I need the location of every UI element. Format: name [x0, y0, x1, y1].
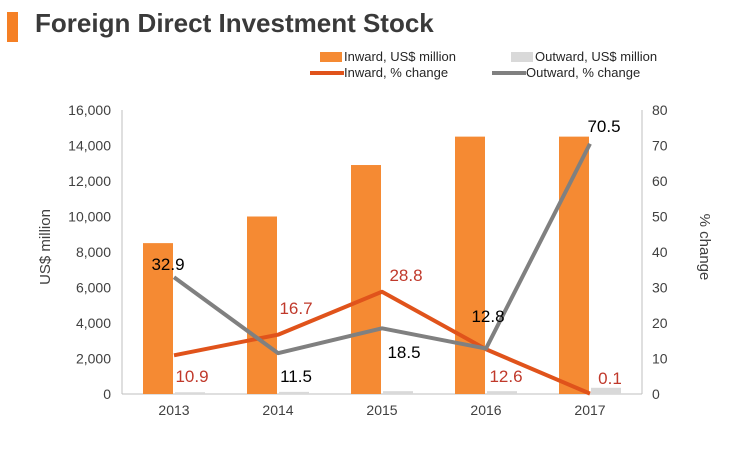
y-tick-label: 2,000 — [76, 351, 111, 367]
outward-bar — [383, 391, 413, 394]
y2-tick-label: 50 — [652, 209, 668, 225]
y2-tick-label: 40 — [652, 244, 668, 260]
y-tick-label: 8,000 — [76, 244, 111, 260]
x-tick-label: 2013 — [158, 402, 189, 418]
inward-change-label: 10.9 — [175, 367, 208, 386]
x-tick-label: 2014 — [262, 402, 293, 418]
y2-tick-label: 80 — [652, 102, 668, 118]
inward-change-line — [173, 289, 591, 396]
legend-label: Outward, US$ million — [535, 49, 657, 64]
outward-change-line — [172, 142, 592, 356]
inward-change-label: 0.1 — [598, 369, 622, 388]
outward-change-label: 18.5 — [387, 343, 420, 362]
outward-change-label: 11.5 — [280, 367, 312, 386]
inward-bar — [247, 216, 277, 394]
inward-change-label: 12.6 — [489, 367, 522, 386]
y-tick-label: 10,000 — [68, 209, 111, 225]
x-tick-label: 2016 — [470, 402, 501, 418]
y2-tick-label: 30 — [652, 280, 668, 296]
outward-change-label: 70.5 — [587, 117, 620, 136]
outward-change-label: 12.8 — [471, 307, 504, 326]
y2-tick-label: 0 — [652, 386, 660, 402]
legend-label: Inward, % change — [344, 65, 448, 80]
y-tick-label: 16,000 — [68, 102, 111, 118]
y2-tick-label: 10 — [652, 351, 668, 367]
inward-bar — [143, 243, 173, 394]
inward-change-label: 16.7 — [279, 299, 312, 318]
inward-bar — [351, 165, 381, 394]
legend-swatch — [320, 52, 342, 62]
legend-swatch — [511, 52, 533, 62]
legend-label: Inward, US$ million — [344, 49, 456, 64]
x-tick-label: 2017 — [574, 402, 605, 418]
y2-axis-title: % change — [696, 214, 713, 281]
y-tick-label: 0 — [103, 386, 111, 402]
outward-bar — [487, 391, 517, 394]
outward-bar — [175, 392, 205, 394]
y-tick-label: 14,000 — [68, 138, 111, 154]
y2-tick-label: 70 — [652, 138, 668, 154]
y-tick-label: 12,000 — [68, 173, 111, 189]
outward-change-label: 32.9 — [151, 255, 184, 274]
inward-change-label: 28.8 — [389, 266, 422, 285]
y-axis-title: US$ million — [37, 209, 54, 285]
outward-bar — [591, 387, 621, 394]
y-tick-label: 4,000 — [76, 315, 111, 331]
page-title: Foreign Direct Investment Stock — [35, 8, 434, 38]
legend-label: Outward, % change — [526, 65, 640, 80]
title-accent-bar — [7, 12, 18, 42]
y2-tick-label: 60 — [652, 173, 668, 189]
x-tick-label: 2015 — [366, 402, 397, 418]
y2-tick-label: 20 — [652, 315, 668, 331]
inward-bar — [455, 136, 485, 394]
y-tick-label: 6,000 — [76, 280, 111, 296]
outward-bar — [279, 391, 309, 394]
